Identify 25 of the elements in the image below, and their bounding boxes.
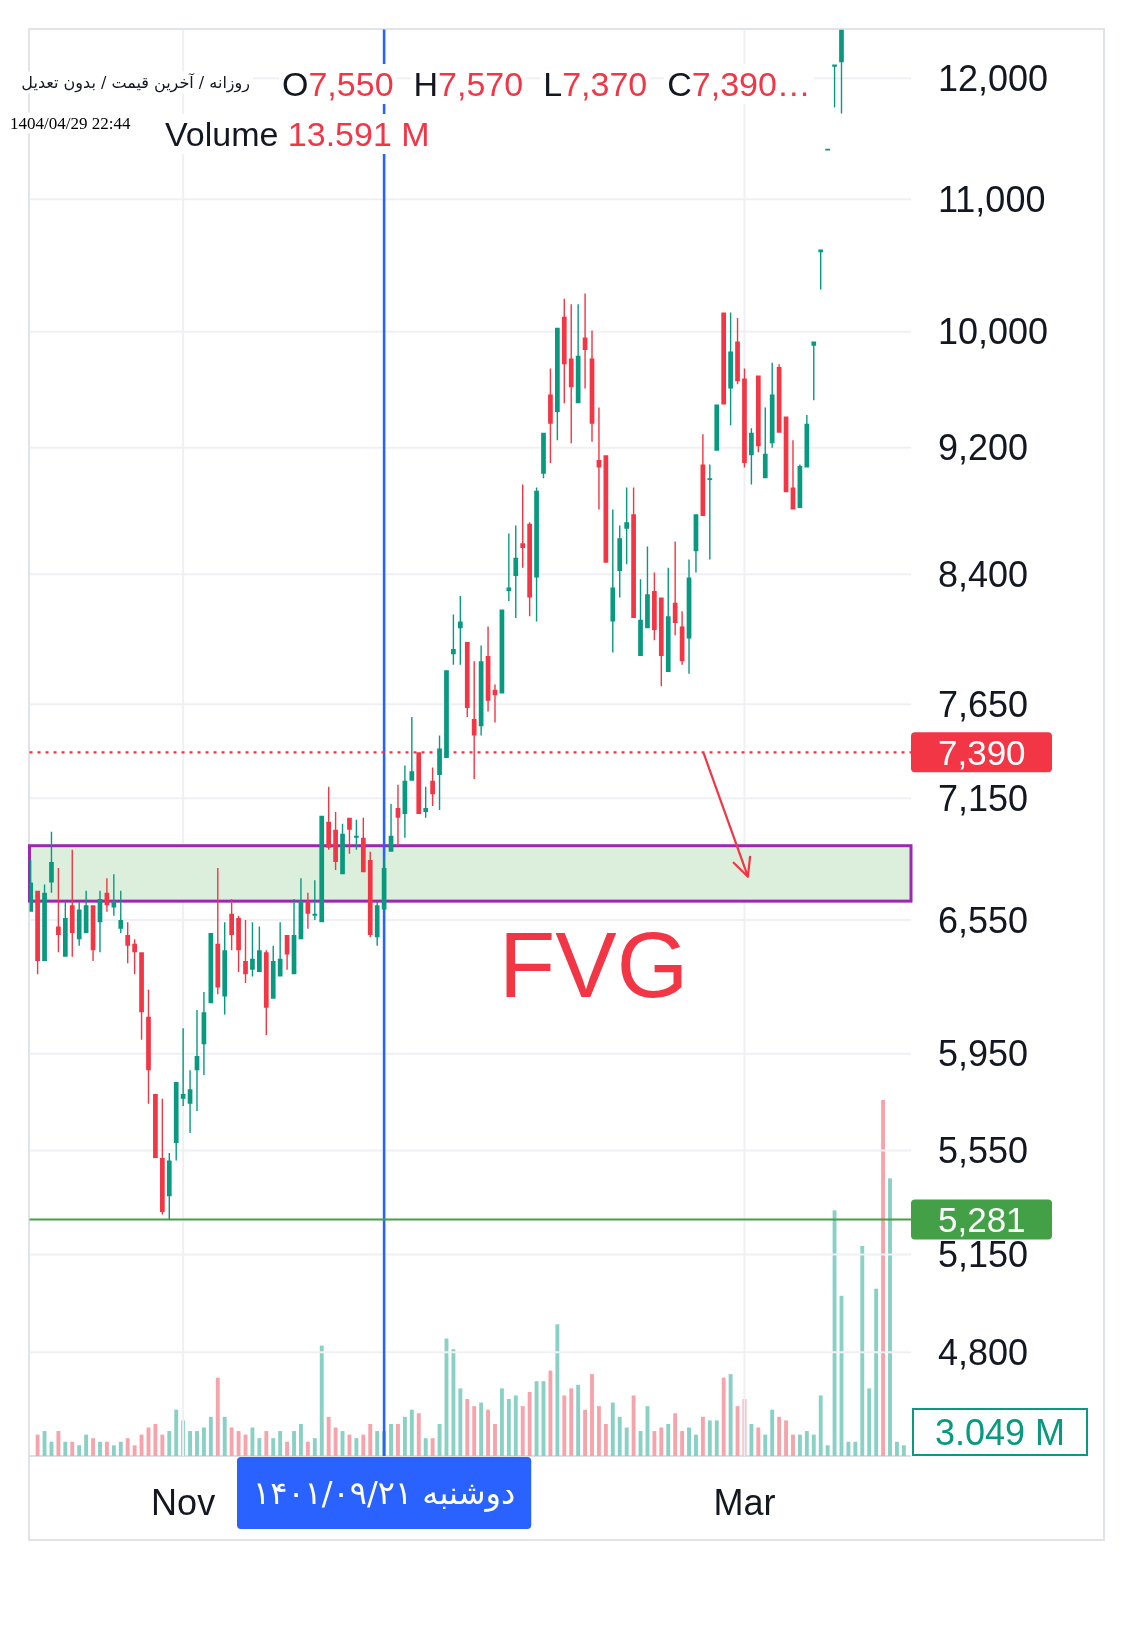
ref-line-label: 7,390: [938, 732, 1026, 772]
ref-line-label: 5,281: [938, 1200, 1026, 1240]
y-tick-label: 11,000: [938, 178, 1046, 220]
annotation: O7,550: [282, 65, 394, 103]
x-tick-label: Mar: [713, 1481, 776, 1523]
y-tick-label: 9,200: [938, 427, 1029, 469]
y-tick-label: 12,000: [938, 57, 1049, 99]
y-tick-label: 5,550: [938, 1129, 1029, 1171]
annotation: C7,390…: [667, 65, 811, 103]
y-tick-label: 8,400: [938, 553, 1029, 595]
text: 3.049 M: [934, 1411, 1066, 1453]
annotation: L7,370: [543, 65, 648, 103]
annotation: 1404/04/29 22:44: [10, 113, 131, 133]
band-label: FVG: [499, 914, 689, 1017]
annotation: روزانه / آخرین قیمت / بدون تعدیل: [21, 72, 250, 93]
y-tick-label: 5,950: [938, 1033, 1029, 1075]
annotation: H7,570: [413, 65, 524, 103]
x-tick-label: Nov: [151, 1481, 216, 1523]
y-tick-label: 7,650: [938, 683, 1029, 725]
y-tick-label: 4,800: [938, 1331, 1029, 1373]
y-tick-label: 7,150: [938, 777, 1029, 819]
y-tick-label: 10,000: [938, 311, 1049, 353]
y-tick-label: 6,550: [938, 899, 1029, 941]
annotation: Volume 13.591 M: [165, 115, 430, 153]
x-tick-label: دوشنبه ۱۴۰۱/۰۹/۲۱: [253, 1474, 516, 1512]
